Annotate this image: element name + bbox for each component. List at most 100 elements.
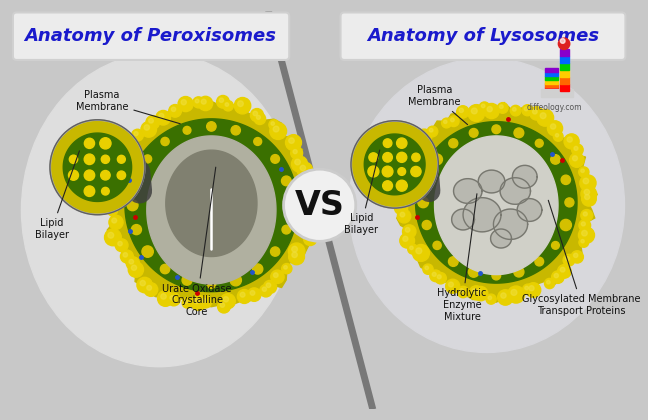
Circle shape	[184, 300, 188, 303]
Circle shape	[402, 225, 416, 238]
Text: Lipid
Bilayer: Lipid Bilayer	[35, 151, 80, 240]
Text: VS: VS	[295, 189, 345, 222]
Circle shape	[110, 208, 113, 211]
Circle shape	[288, 249, 305, 265]
Circle shape	[408, 244, 418, 254]
Circle shape	[108, 206, 117, 216]
Circle shape	[216, 95, 229, 108]
Circle shape	[170, 296, 174, 300]
Circle shape	[104, 200, 108, 204]
Bar	[545, 68, 558, 72]
Circle shape	[413, 157, 416, 160]
Circle shape	[191, 295, 206, 310]
Bar	[559, 56, 569, 63]
Circle shape	[561, 175, 570, 184]
Circle shape	[383, 181, 393, 191]
Circle shape	[400, 212, 405, 217]
Circle shape	[111, 218, 117, 223]
Circle shape	[459, 289, 464, 293]
Circle shape	[533, 109, 537, 114]
Circle shape	[123, 252, 128, 257]
Circle shape	[507, 286, 525, 303]
FancyBboxPatch shape	[13, 13, 289, 60]
Circle shape	[480, 102, 490, 113]
Text: Glycosylated Membrane
Transport Proteins: Glycosylated Membrane Transport Proteins	[522, 200, 641, 316]
Circle shape	[144, 155, 152, 163]
Circle shape	[106, 166, 119, 179]
Circle shape	[218, 300, 230, 313]
Polygon shape	[415, 122, 577, 283]
Circle shape	[271, 155, 279, 163]
Circle shape	[117, 155, 125, 163]
Circle shape	[501, 293, 506, 298]
Circle shape	[159, 113, 164, 118]
Circle shape	[472, 289, 477, 294]
Circle shape	[144, 125, 150, 130]
Circle shape	[157, 291, 174, 306]
Circle shape	[273, 273, 278, 278]
Circle shape	[413, 244, 430, 261]
Circle shape	[194, 298, 200, 304]
Polygon shape	[500, 178, 531, 204]
Circle shape	[69, 155, 78, 163]
Circle shape	[476, 289, 481, 294]
Circle shape	[231, 126, 240, 135]
Circle shape	[220, 303, 225, 307]
Circle shape	[223, 101, 233, 111]
Polygon shape	[351, 121, 438, 208]
Circle shape	[395, 179, 409, 194]
Circle shape	[544, 278, 555, 289]
Circle shape	[200, 296, 212, 308]
Circle shape	[442, 118, 452, 128]
Circle shape	[481, 104, 485, 108]
Circle shape	[398, 168, 406, 176]
Circle shape	[540, 113, 546, 118]
Circle shape	[561, 219, 572, 231]
Circle shape	[132, 265, 137, 270]
Polygon shape	[107, 101, 319, 310]
Circle shape	[459, 108, 463, 113]
Circle shape	[550, 124, 556, 129]
Circle shape	[566, 257, 570, 261]
Circle shape	[448, 257, 458, 266]
Circle shape	[411, 166, 421, 177]
Circle shape	[581, 239, 584, 243]
Circle shape	[511, 105, 521, 116]
Circle shape	[270, 247, 280, 256]
Circle shape	[109, 169, 113, 173]
Circle shape	[514, 128, 524, 138]
Circle shape	[266, 283, 271, 288]
Circle shape	[430, 129, 433, 132]
Circle shape	[525, 286, 528, 290]
Circle shape	[446, 279, 460, 293]
Circle shape	[160, 264, 170, 274]
Polygon shape	[435, 136, 558, 275]
Circle shape	[140, 281, 145, 286]
Bar	[545, 76, 558, 80]
Circle shape	[224, 297, 229, 302]
Circle shape	[271, 270, 284, 284]
Polygon shape	[463, 198, 501, 232]
Circle shape	[257, 116, 260, 119]
Circle shape	[397, 210, 411, 223]
Circle shape	[564, 134, 579, 149]
Circle shape	[127, 200, 138, 211]
Circle shape	[529, 286, 534, 291]
Circle shape	[297, 162, 312, 178]
Bar	[559, 70, 569, 77]
Circle shape	[308, 203, 318, 214]
Circle shape	[411, 153, 420, 162]
Circle shape	[84, 138, 95, 148]
Polygon shape	[513, 165, 537, 188]
Circle shape	[405, 228, 410, 232]
Circle shape	[147, 286, 152, 290]
Circle shape	[394, 189, 400, 194]
Circle shape	[183, 126, 191, 134]
Circle shape	[403, 236, 408, 241]
Circle shape	[433, 241, 441, 249]
Circle shape	[448, 282, 454, 287]
Circle shape	[193, 97, 204, 108]
Circle shape	[230, 275, 242, 286]
Circle shape	[415, 146, 420, 151]
Circle shape	[102, 187, 110, 195]
